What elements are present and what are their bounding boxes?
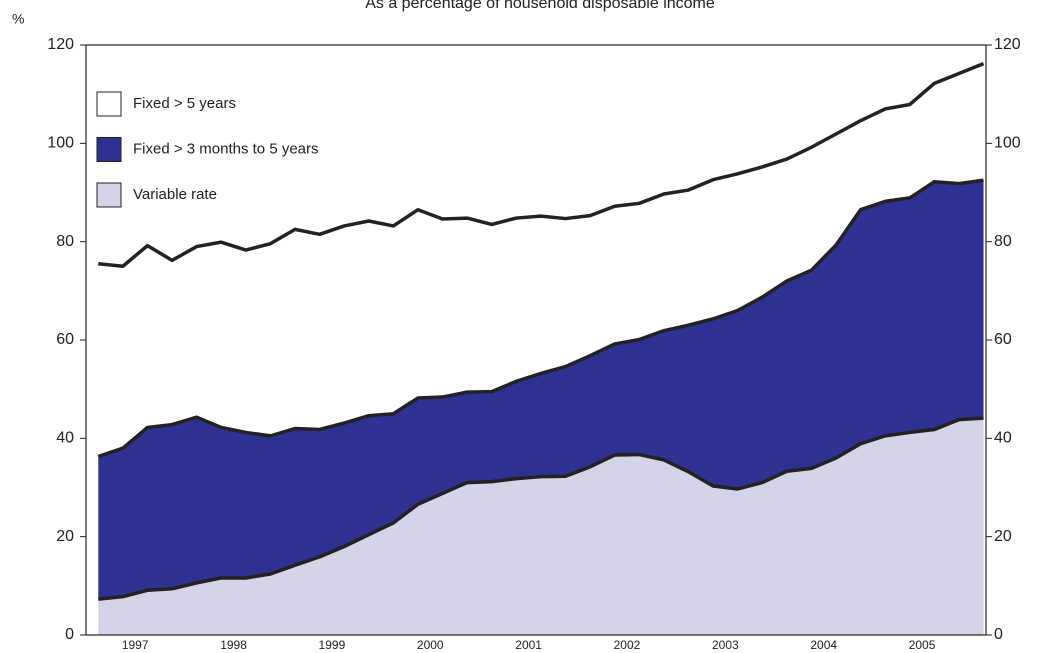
y-tick-label: 0 bbox=[65, 626, 74, 643]
area bbox=[98, 418, 984, 635]
legend-swatch bbox=[96, 91, 122, 117]
x-tick-label: 2000 bbox=[417, 638, 444, 652]
y2-tick-label: 40 bbox=[994, 430, 1012, 447]
area-edge bbox=[97, 178, 984, 459]
y2-tick-label: 20 bbox=[994, 528, 1012, 545]
y-tick-label: 80 bbox=[56, 233, 74, 250]
y-tick-label: 60 bbox=[56, 331, 74, 348]
legend-swatch bbox=[96, 137, 122, 162]
y-axis-unit: % bbox=[12, 11, 24, 27]
y2-tick-label: 60 bbox=[994, 331, 1012, 348]
y2-tick-label: 120 bbox=[994, 36, 1021, 53]
y2-tick-label: 100 bbox=[994, 135, 1021, 152]
y-tick-label: 20 bbox=[56, 528, 74, 545]
legend-label: Fixed > 3 months to 5 years bbox=[133, 140, 319, 157]
x-tick-label: 2001 bbox=[515, 638, 542, 652]
area-edge bbox=[98, 416, 984, 601]
x-tick-label: 1997 bbox=[122, 638, 149, 652]
x-tick-label: 2004 bbox=[810, 638, 837, 652]
y2-tick-label: 80 bbox=[994, 233, 1012, 250]
legend-swatch bbox=[96, 182, 122, 208]
x-tick-label: 2003 bbox=[712, 638, 739, 652]
legend-label: Fixed > 5 years bbox=[133, 95, 236, 112]
y2-tick-label: 0 bbox=[994, 626, 1003, 643]
y-tick-label: 40 bbox=[56, 430, 74, 447]
x-tick-label: 1998 bbox=[220, 638, 247, 652]
x-tick-label: 2002 bbox=[614, 638, 641, 652]
area bbox=[98, 180, 984, 600]
y-tick-label: 100 bbox=[47, 135, 74, 152]
legend-label: Variable rate bbox=[133, 186, 217, 203]
x-tick-label: 1999 bbox=[319, 638, 346, 652]
y-tick-label: 120 bbox=[47, 36, 74, 53]
area bbox=[98, 63, 984, 457]
area-edge bbox=[98, 62, 985, 268]
chart-title: As a percentage of household disposable … bbox=[365, 0, 715, 12]
x-tick-label: 2005 bbox=[909, 638, 936, 652]
